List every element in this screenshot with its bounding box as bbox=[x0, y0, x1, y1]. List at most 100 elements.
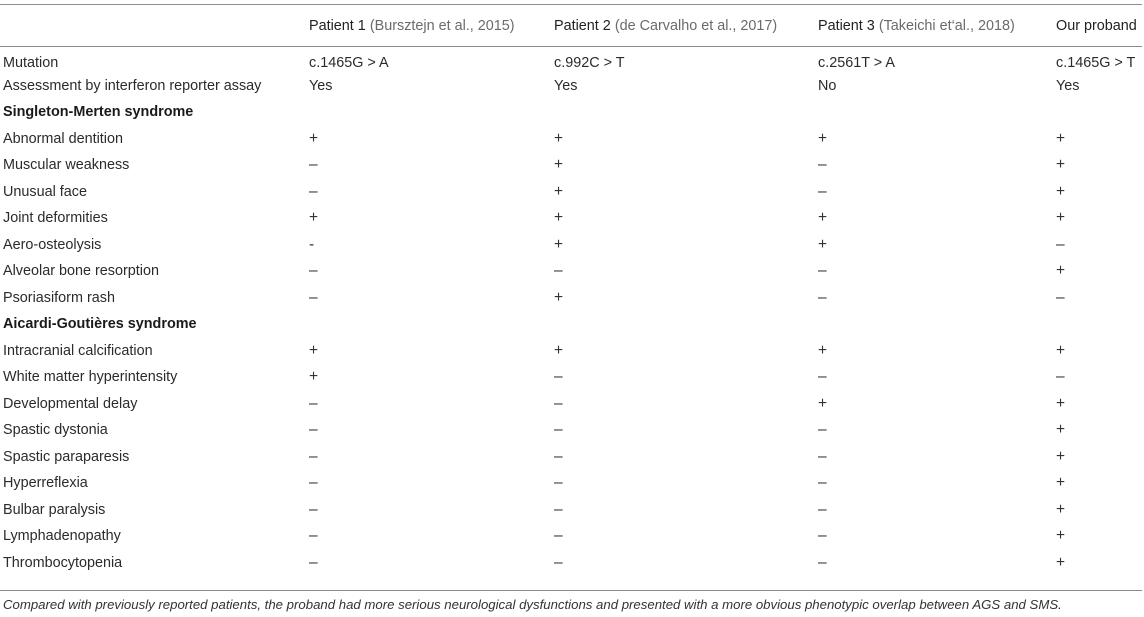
row-label: Abnormal dentition bbox=[3, 130, 123, 147]
table-cell: + bbox=[1056, 527, 1066, 545]
table-row: Spastic dystonia – – – + bbox=[0, 417, 1142, 444]
top-rule bbox=[0, 4, 1142, 5]
row-label: Spastic dystonia bbox=[3, 422, 108, 439]
table-cell: + bbox=[554, 209, 564, 227]
table-cell: – bbox=[818, 421, 827, 439]
table-row: Intracranial calcification + + + + bbox=[0, 338, 1142, 365]
row-label: Unusual face bbox=[3, 183, 87, 200]
table-cell: – bbox=[554, 262, 563, 280]
patient-label: Patient 3 bbox=[818, 17, 875, 34]
section-header-row: Aicardi-Goutières syndrome bbox=[0, 311, 1142, 338]
table-row: Muscular weakness – + – + bbox=[0, 152, 1142, 179]
table-cell: – bbox=[309, 156, 318, 174]
patient-label: Our proband bbox=[1056, 17, 1137, 34]
header-rule bbox=[0, 46, 1142, 47]
table-cell: – bbox=[818, 500, 827, 518]
table-row: Developmental delay – – + + bbox=[0, 391, 1142, 418]
table-cell: + bbox=[1056, 156, 1066, 174]
table-cell: + bbox=[1056, 421, 1066, 439]
comparison-table: Patient 1 (Bursztejn et al., 2015) Patie… bbox=[0, 5, 1142, 576]
table-cell: + bbox=[554, 341, 564, 359]
table-row: Spastic paraparesis – – – + bbox=[0, 444, 1142, 471]
header-patient-2: Patient 2 (de Carvalho et al., 2017) bbox=[550, 5, 814, 46]
table-cell: – bbox=[309, 527, 318, 545]
table-cell: + bbox=[309, 368, 319, 386]
table-row: Unusual face – + – + bbox=[0, 179, 1142, 206]
table-row: Assessment by interferon reporter assay Y… bbox=[0, 73, 1142, 100]
table-cell: + bbox=[554, 235, 564, 253]
table-row: Lymphadenopathy – – – + bbox=[0, 523, 1142, 550]
table-cell: + bbox=[309, 129, 319, 147]
section-title: Singleton-Merten syndrome bbox=[3, 104, 194, 121]
patient-reference-link[interactable]: (de Carvalho et al., 2017) bbox=[614, 17, 778, 34]
table-cell: – bbox=[309, 500, 318, 518]
table-cell: – bbox=[1056, 235, 1065, 253]
table-cell: – bbox=[309, 394, 318, 412]
row-label: Bulbar paralysis bbox=[3, 501, 106, 518]
table-row: White matter hyperintensity + – – – bbox=[0, 364, 1142, 391]
header-patient-1: Patient 1 (Bursztejn et al., 2015) bbox=[305, 5, 550, 46]
row-label: Assessment by interferon reporter assay bbox=[3, 77, 262, 94]
row-label: Psoriasiform rash bbox=[3, 289, 115, 306]
table-cell: + bbox=[818, 209, 828, 227]
table-caption: Compared with previously reported patien… bbox=[3, 597, 1062, 612]
row-label: Joint deformities bbox=[3, 210, 108, 227]
table-cell: + bbox=[554, 156, 564, 174]
table-cell: – bbox=[818, 553, 827, 571]
row-label: Thrombocytopenia bbox=[3, 554, 123, 571]
table-cell: – bbox=[1056, 368, 1065, 386]
row-label: White matter hyperintensity bbox=[3, 369, 178, 386]
table-cell: – bbox=[554, 447, 563, 465]
table-cell: – bbox=[554, 474, 563, 492]
row-label: Aero-osteolysis bbox=[3, 236, 102, 253]
table-cell: – bbox=[818, 182, 827, 200]
table-cell: – bbox=[309, 447, 318, 465]
table-cell: + bbox=[554, 129, 564, 147]
table-cell: + bbox=[818, 341, 828, 359]
patient-label: Patient 2 bbox=[554, 17, 611, 34]
patient-reference-link[interactable]: (Bursztejn et al., 2015) bbox=[369, 17, 515, 34]
table-cell: c.2561T > A bbox=[818, 55, 895, 72]
table-cell: No bbox=[818, 77, 837, 94]
table-cell: + bbox=[818, 394, 828, 412]
bottom-rule bbox=[0, 590, 1142, 591]
table-body: Mutation c.1465G > A c.992C > T c.2561T > A… bbox=[0, 46, 1142, 576]
patient-reference-link[interactable]: (Takeichi et‘al., 2018) bbox=[878, 17, 1015, 34]
table-cell: c.992C > T bbox=[554, 55, 625, 72]
table-row: Abnormal dentition + + + + bbox=[0, 126, 1142, 153]
header-row: Patient 1 (Bursztejn et al., 2015) Patie… bbox=[0, 5, 1142, 46]
table-row: Psoriasiform rash – + – – bbox=[0, 285, 1142, 312]
table-cell: – bbox=[554, 553, 563, 571]
table-cell: + bbox=[818, 129, 828, 147]
section-title: Aicardi-Goutières syndrome bbox=[3, 316, 197, 333]
table-cell: – bbox=[818, 156, 827, 174]
table-cell: – bbox=[309, 182, 318, 200]
table-cell: + bbox=[554, 182, 564, 200]
table-cell: – bbox=[554, 368, 563, 386]
row-label: Mutation bbox=[3, 55, 59, 72]
table-cell: + bbox=[554, 288, 564, 306]
header-patient-3: Patient 3 (Takeichi et‘al., 2018) bbox=[814, 5, 1052, 46]
table-cell: – bbox=[818, 262, 827, 280]
table-cell: – bbox=[309, 421, 318, 439]
table-cell: + bbox=[1056, 182, 1066, 200]
row-label: Muscular weakness bbox=[3, 157, 130, 174]
table-cell: + bbox=[1056, 209, 1066, 227]
row-label: Spastic paraparesis bbox=[3, 448, 130, 465]
table-cell: + bbox=[1056, 262, 1066, 280]
table-row: Bulbar paralysis – – – + bbox=[0, 497, 1142, 524]
row-label: Developmental delay bbox=[3, 395, 138, 412]
table-cell: – bbox=[818, 368, 827, 386]
table-cell: – bbox=[554, 421, 563, 439]
table-cell: Yes bbox=[1056, 77, 1080, 94]
table-cell: – bbox=[309, 474, 318, 492]
row-label: Lymphadenopathy bbox=[3, 528, 121, 545]
table-row: Alveolar bone resorption – – – + bbox=[0, 258, 1142, 285]
table-cell: + bbox=[309, 341, 319, 359]
table-cell: c.1465G > T bbox=[1056, 55, 1136, 72]
header-our-proband: Our proband bbox=[1052, 5, 1142, 46]
row-label: Intracranial calcification bbox=[3, 342, 153, 359]
table-cell: – bbox=[309, 553, 318, 571]
table-cell: + bbox=[1056, 129, 1066, 147]
